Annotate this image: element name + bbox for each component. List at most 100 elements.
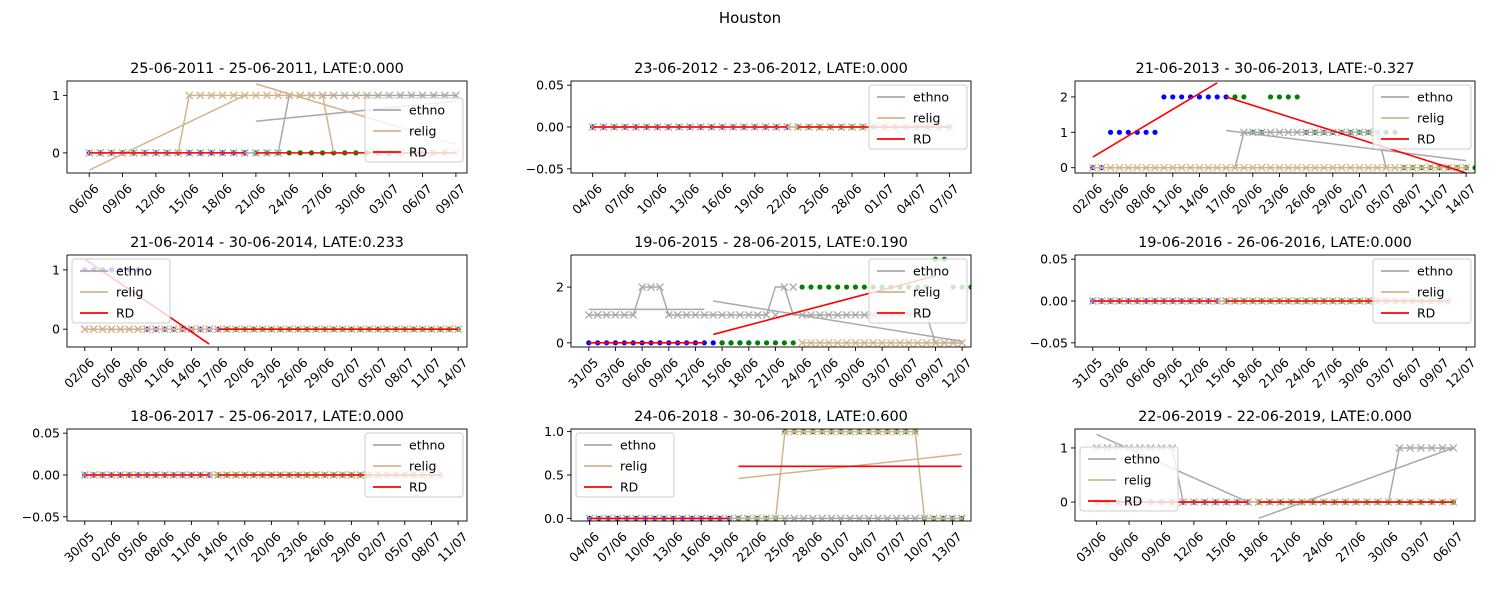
x-tick-label: 12/06 (132, 181, 168, 217)
x-tick-label: 03/06 (1073, 529, 1109, 565)
axes-frame (66, 254, 468, 348)
subplot-9: 22-06-2019 - 22-06-2019, LATE:0.000 0 1 03/… (1060, 409, 1476, 565)
legend-label-rd: RD (116, 306, 134, 321)
post-point (1276, 94, 1283, 100)
y-tick-label: 2 (1060, 89, 1068, 104)
x-tick-label: 14/07 (1443, 181, 1479, 217)
x-tick-label: 07/07 (926, 181, 962, 217)
x-tick-label: 12/07 (1443, 355, 1479, 391)
subplot-2: 23-06-2012 - 23-06-2012, LATE:0.000 −0.05… (526, 61, 972, 217)
x-tick-label: 16/06 (699, 181, 735, 217)
legend-box (868, 84, 968, 150)
y-tick-label: 0 (556, 335, 564, 350)
legend-box (575, 432, 675, 498)
y-tick-label: 1 (1060, 125, 1068, 140)
y-tick-label: −0.05 (526, 161, 564, 176)
axes-frame (66, 80, 468, 174)
legend: ethno relig RD (364, 432, 464, 498)
y-tick-label: 0.0 (544, 511, 564, 526)
post-point (746, 340, 752, 346)
legend-label-ethno: ethno (913, 264, 949, 279)
post-point (843, 284, 850, 290)
x-tick-label: 01/07 (817, 529, 853, 565)
x-tick-label: 04/07 (893, 181, 929, 217)
post-point (1285, 94, 1291, 100)
legend: ethno relig RD (868, 258, 968, 324)
y-tick-label: 1.0 (544, 424, 564, 439)
subplot-title: 18-06-2017 - 25-06-2017, LATE:0.000 (130, 409, 404, 425)
plot-area (585, 429, 966, 521)
x-tick-label: 12/07 (939, 355, 975, 391)
y-tick-label: 1 (52, 262, 60, 277)
x-tick-label: 10/06 (622, 529, 658, 565)
y-tick-label: 1 (1060, 440, 1068, 455)
pre-point (1170, 94, 1176, 100)
pre-point (1196, 94, 1203, 100)
legend-label-ethno: ethno (409, 438, 445, 453)
legend: ethno relig RD (1372, 84, 1472, 150)
legend-label-ethno: ethno (409, 103, 445, 118)
ethno-line (713, 300, 963, 343)
legend-label-rd: RD (620, 480, 638, 495)
post-point (772, 340, 779, 346)
post-point (1241, 94, 1247, 100)
relig-line (88, 94, 246, 171)
legend-box (1372, 258, 1472, 324)
ethno-marker (584, 310, 593, 319)
relig-marker (80, 471, 89, 479)
legend-label-rd: RD (913, 306, 931, 321)
legend-label-rd: RD (409, 145, 427, 160)
axes-frame (1074, 80, 1476, 174)
legend-box (1372, 84, 1472, 150)
legend: ethno relig RD (1079, 446, 1179, 512)
x-tick-label: 28/06 (828, 181, 864, 217)
rd-line (1092, 82, 1218, 158)
legend-label-ethno: ethno (913, 90, 949, 105)
subplot-4: 21-06-2014 - 30-06-2014, LATE:0.2330102/… (52, 235, 471, 391)
legend: ethno relig RD (364, 97, 464, 163)
legend: ethno relig RD (71, 258, 171, 324)
post-point (719, 340, 725, 346)
post-point (852, 284, 859, 290)
x-tick-label: 28/06 (789, 529, 825, 565)
y-tick-label: −0.05 (1030, 335, 1068, 350)
x-tick-label: 10/06 (634, 181, 670, 217)
pre-point (701, 340, 707, 346)
subplot-title: 25-06-2011 - 25-06-2011, LATE:0.000 (130, 61, 404, 77)
pre-point (1161, 94, 1167, 100)
rd-line (1225, 96, 1467, 173)
ethno-line (1258, 447, 1454, 519)
x-tick-label: 09/07 (432, 181, 468, 217)
pre-point (1125, 129, 1131, 135)
relig-line (738, 430, 962, 520)
x-tick-label: 10/07 (901, 529, 937, 565)
x-tick-label: 04/06 (569, 181, 605, 217)
legend-label-rd: RD (1417, 132, 1435, 147)
legend-label-relig: relig (409, 124, 436, 139)
legend-label-ethno: ethno (620, 438, 656, 453)
legend-label-relig: relig (1417, 285, 1444, 300)
y-tick-label: 0 (52, 145, 60, 160)
x-tick-label: 19/06 (731, 181, 767, 217)
x-tick-label: 06/06 (66, 181, 102, 217)
pre-point (1214, 94, 1220, 100)
legend: ethno relig RD (1372, 258, 1472, 324)
x-tick-label: 04/06 (566, 529, 602, 565)
post-point (1267, 94, 1274, 100)
pre-point (710, 340, 716, 346)
x-tick-label: 24/06 (1300, 529, 1336, 565)
legend-label-rd: RD (409, 480, 427, 495)
post-point (808, 284, 814, 290)
pre-point (1205, 94, 1211, 100)
pre-point (1116, 129, 1123, 135)
x-tick-label: 21/06 (1268, 529, 1304, 565)
x-tick-label: 18/06 (1235, 529, 1271, 565)
x-tick-label: 06/06 (1105, 529, 1141, 565)
legend-box (1079, 446, 1179, 512)
post-point (861, 284, 867, 290)
pre-point (1179, 94, 1185, 100)
x-tick-label: 25/06 (761, 529, 797, 565)
post-point (826, 284, 832, 290)
x-tick-label: 03/07 (366, 181, 402, 217)
